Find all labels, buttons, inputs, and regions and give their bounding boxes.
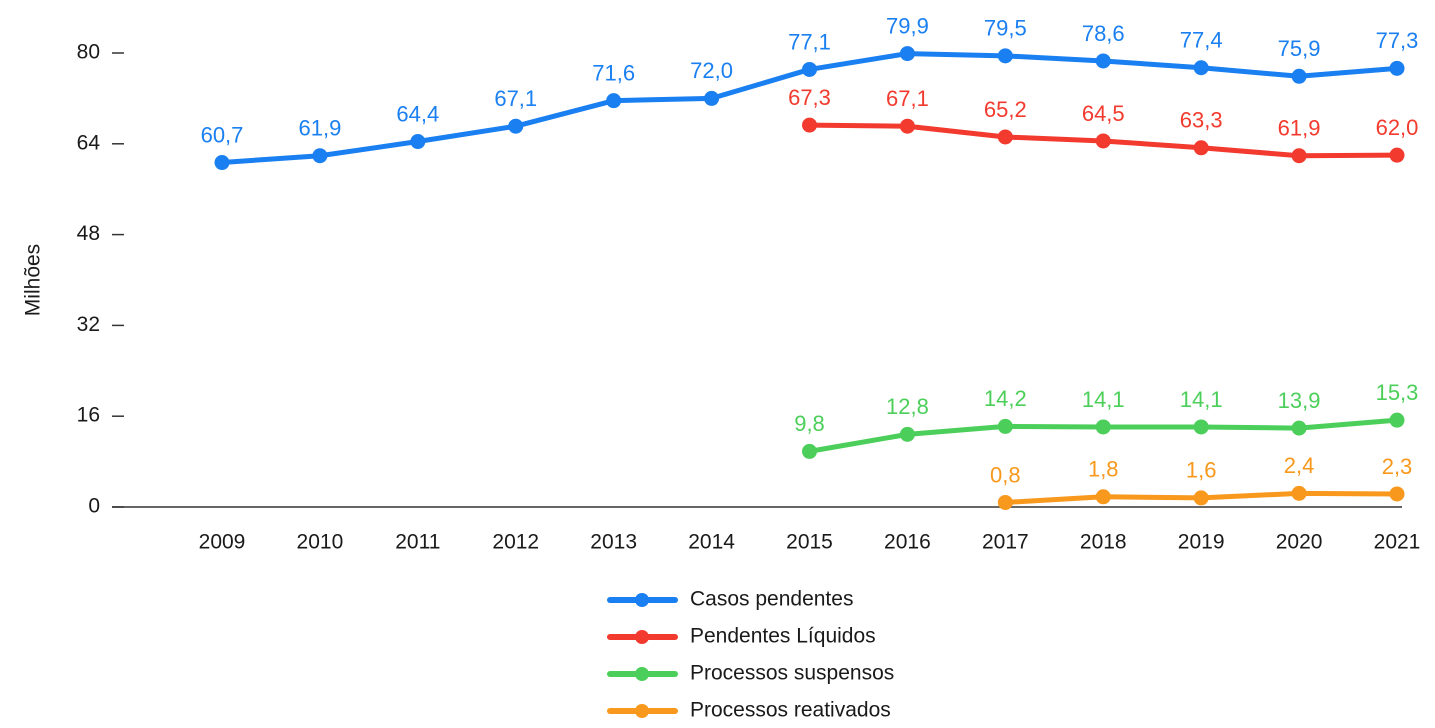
data-point [1095, 53, 1111, 69]
x-tick-label: 2019 [1178, 531, 1225, 554]
data-point [899, 426, 915, 442]
y-tick-label: 0 [88, 495, 100, 518]
data-point [704, 90, 720, 106]
y-tick-label: 48 [77, 222, 100, 245]
data-point [508, 118, 524, 134]
value-label: 14,2 [984, 386, 1027, 411]
data-point [1389, 147, 1405, 163]
value-label: 67,1 [494, 86, 537, 111]
value-label: 60,7 [201, 122, 244, 147]
data-point [1389, 412, 1405, 428]
value-label: 78,6 [1082, 21, 1125, 46]
value-label: 71,6 [592, 60, 635, 85]
x-tick-label: 2013 [590, 531, 637, 554]
value-label: 1,6 [1186, 458, 1217, 483]
value-label: 77,1 [788, 29, 831, 54]
x-tick-label: 2012 [492, 531, 539, 554]
value-label: 77,3 [1376, 28, 1419, 53]
value-label: 9,8 [794, 411, 825, 436]
value-label: 79,5 [984, 16, 1027, 41]
value-label: 1,8 [1088, 457, 1119, 482]
y-tick-label: 16 [77, 404, 100, 427]
legend-marker [635, 593, 649, 607]
value-label: 15,3 [1376, 380, 1419, 405]
y-axis-label: Milhões [22, 244, 45, 316]
value-label: 79,9 [886, 13, 929, 38]
data-point [1193, 419, 1209, 435]
value-label: 2,4 [1284, 453, 1315, 478]
x-tick-label: 2011 [395, 531, 440, 554]
x-tick-label: 2017 [982, 531, 1029, 554]
legend-label: Pendentes Líquidos [690, 625, 876, 648]
data-point [1291, 148, 1307, 164]
data-point [1095, 489, 1111, 505]
value-label: 13,9 [1278, 388, 1321, 413]
data-point [606, 93, 622, 109]
y-tick-label: 32 [77, 313, 100, 336]
data-point [1095, 419, 1111, 435]
value-label: 64,5 [1082, 101, 1125, 126]
data-point [899, 118, 915, 134]
data-point [1095, 133, 1111, 149]
data-point [410, 134, 426, 150]
data-point [997, 48, 1013, 64]
data-point [997, 129, 1013, 145]
value-label: 72,0 [690, 58, 733, 83]
value-label: 62,0 [1376, 115, 1419, 140]
value-label: 75,9 [1278, 36, 1321, 61]
value-label: 61,9 [1278, 116, 1321, 141]
x-tick-label: 2018 [1080, 531, 1127, 554]
x-tick-label: 2015 [786, 531, 833, 554]
x-tick-label: 2020 [1276, 531, 1323, 554]
legend-label: Casos pendentes [690, 588, 853, 611]
value-label: 14,1 [1180, 387, 1223, 412]
value-label: 61,9 [299, 116, 342, 141]
value-label: 14,1 [1082, 387, 1125, 412]
value-label: 0,8 [990, 462, 1021, 487]
x-tick-label: 2009 [199, 531, 246, 554]
data-point [214, 155, 230, 171]
x-tick-label: 2010 [297, 531, 344, 554]
data-point [899, 46, 915, 62]
data-point [997, 494, 1013, 510]
legend-marker [635, 704, 649, 718]
y-tick-label: 64 [77, 131, 101, 154]
data-point [802, 117, 817, 133]
value-label: 65,2 [984, 97, 1027, 122]
x-tick-label: 2014 [688, 531, 735, 554]
data-point [1389, 486, 1405, 502]
value-label: 63,3 [1180, 108, 1223, 133]
data-point [802, 443, 817, 459]
value-label: 2,3 [1382, 454, 1413, 479]
legend-label: Processos suspensos [690, 662, 894, 685]
value-label: 67,3 [788, 85, 831, 110]
data-point [1389, 60, 1405, 76]
x-tick-label: 2016 [884, 531, 931, 554]
x-tick-label: 2021 [1374, 531, 1421, 554]
legend-label: Processos reativados [690, 699, 891, 722]
data-point [1291, 420, 1307, 436]
value-label: 77,4 [1180, 28, 1223, 53]
data-point [1193, 490, 1209, 506]
data-point [1193, 140, 1209, 156]
data-point [1291, 485, 1307, 501]
data-point [997, 418, 1013, 434]
legend-marker [635, 667, 649, 681]
data-point [312, 148, 328, 164]
value-label: 12,8 [886, 394, 929, 419]
data-point [1291, 68, 1307, 84]
data-point [1193, 60, 1209, 76]
data-point [802, 61, 817, 77]
y-tick-label: 80 [77, 41, 100, 64]
legend-marker [635, 630, 649, 644]
value-label: 64,4 [396, 101, 439, 126]
value-label: 67,1 [886, 86, 929, 111]
